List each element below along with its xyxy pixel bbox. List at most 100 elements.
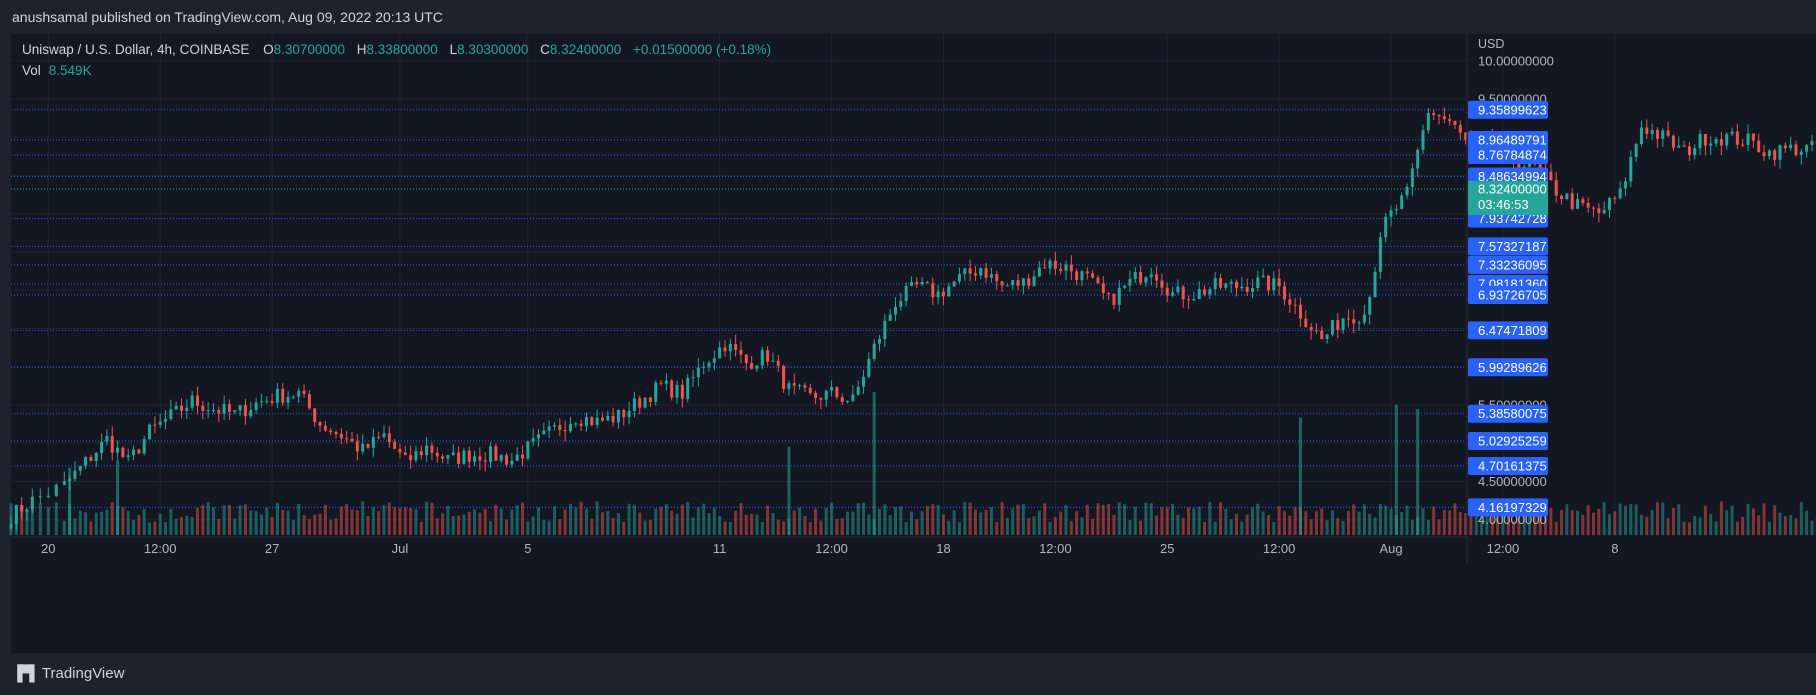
volume-bar [1240,521,1244,535]
candle-body [755,365,759,369]
candle-body [1549,171,1553,181]
volume-bar [1229,519,1233,535]
volume-bar [1144,502,1148,535]
candle-body [521,454,525,459]
volume-bar [1714,521,1718,535]
volume-bar [457,515,461,535]
volume-label: Vol [22,63,41,78]
candle-body [126,455,130,458]
volume-bar [1309,519,1313,535]
volume-bar [483,508,487,535]
volume-bar [1224,508,1228,535]
candle-body [398,448,402,453]
candle-body [691,377,695,379]
close-label: C [540,42,550,57]
volume-bar [632,504,636,535]
candle-body [632,398,636,411]
volume-bar [680,504,684,535]
volume-bar [265,507,269,535]
volume-bar [702,503,706,535]
volume-bar [1362,504,1366,535]
candle-body [1671,135,1675,148]
candle-body [1213,278,1217,290]
candle-body [563,429,567,432]
candle-body [798,385,802,387]
volume-bar [1293,507,1297,535]
symbol-legend: Uniswap / U.S. Dollar, 4h, COINBASE O8.3… [22,42,779,57]
candle-body [1266,275,1270,291]
candle-body [1101,283,1105,293]
candle-body [872,343,876,359]
volume-bar [430,502,434,535]
candle-body [110,436,114,453]
candle-body [1634,144,1638,158]
volume-bar [1586,505,1590,535]
volume-bar [1592,512,1596,535]
volume-bar [1522,505,1526,535]
candle-body [132,449,136,456]
volume-bar [739,503,743,535]
volume-bar [1560,509,1564,535]
volume-bar [1075,511,1079,535]
volume-bar [435,518,439,535]
tradingview-logo[interactable]: ▐▀▌ TradingView [12,665,124,682]
volume-bar [920,511,924,535]
volume-bar [1384,505,1388,535]
candle-body [366,444,370,448]
volume-bar [1789,515,1793,535]
volume-bar [1155,515,1159,535]
volume-bar [755,514,759,535]
volume-bar [1357,511,1361,535]
candle-body [579,423,583,427]
candle-body [62,480,66,485]
candle-body [467,450,471,462]
volume-bar [180,517,184,535]
candle-body [1789,144,1793,149]
volume-bar [1251,507,1255,535]
low-label: L [449,42,458,57]
candle-body [1357,322,1361,324]
volume-bar [1741,517,1745,535]
volume-bar [1490,504,1494,535]
volume-bar [1485,503,1489,535]
candle-body [728,344,732,352]
candle-body [1799,151,1803,155]
volume-bar [105,509,109,535]
volume-bar [1085,504,1089,535]
volume-bar [1687,522,1691,535]
volume-spike-bar [872,392,876,535]
candle-body [718,347,722,359]
level-badge-label: 4.16197329 [1478,500,1547,515]
volume-bar [478,512,482,535]
volume-bar [1373,517,1377,535]
candle-body [164,418,168,422]
x-tick-label: Jul [392,541,409,556]
candle-body [1586,202,1590,208]
candle-body [1639,127,1643,145]
candle-body [116,447,120,453]
candle-body [54,484,58,496]
candle-body [973,273,977,276]
candle-body [180,405,184,411]
candle-body [249,409,253,417]
candle-body [201,405,205,411]
volume-bar [84,512,88,535]
candle-body [782,365,786,389]
candle-body [606,415,610,421]
volume-bar [931,504,935,535]
volume-bar [425,501,429,535]
candle-body [89,457,93,461]
volume-bar [1767,522,1771,535]
candle-body [776,360,780,366]
volume-bar [1666,517,1670,535]
volume-bar [979,512,983,535]
volume-bar [675,513,679,535]
volume-bar [494,504,498,535]
candle-body [1251,288,1255,292]
candle-body [1608,197,1611,210]
candle-body [78,465,82,471]
volume-bar [803,515,807,535]
candle-body [510,460,514,465]
volume-bar [302,515,306,535]
